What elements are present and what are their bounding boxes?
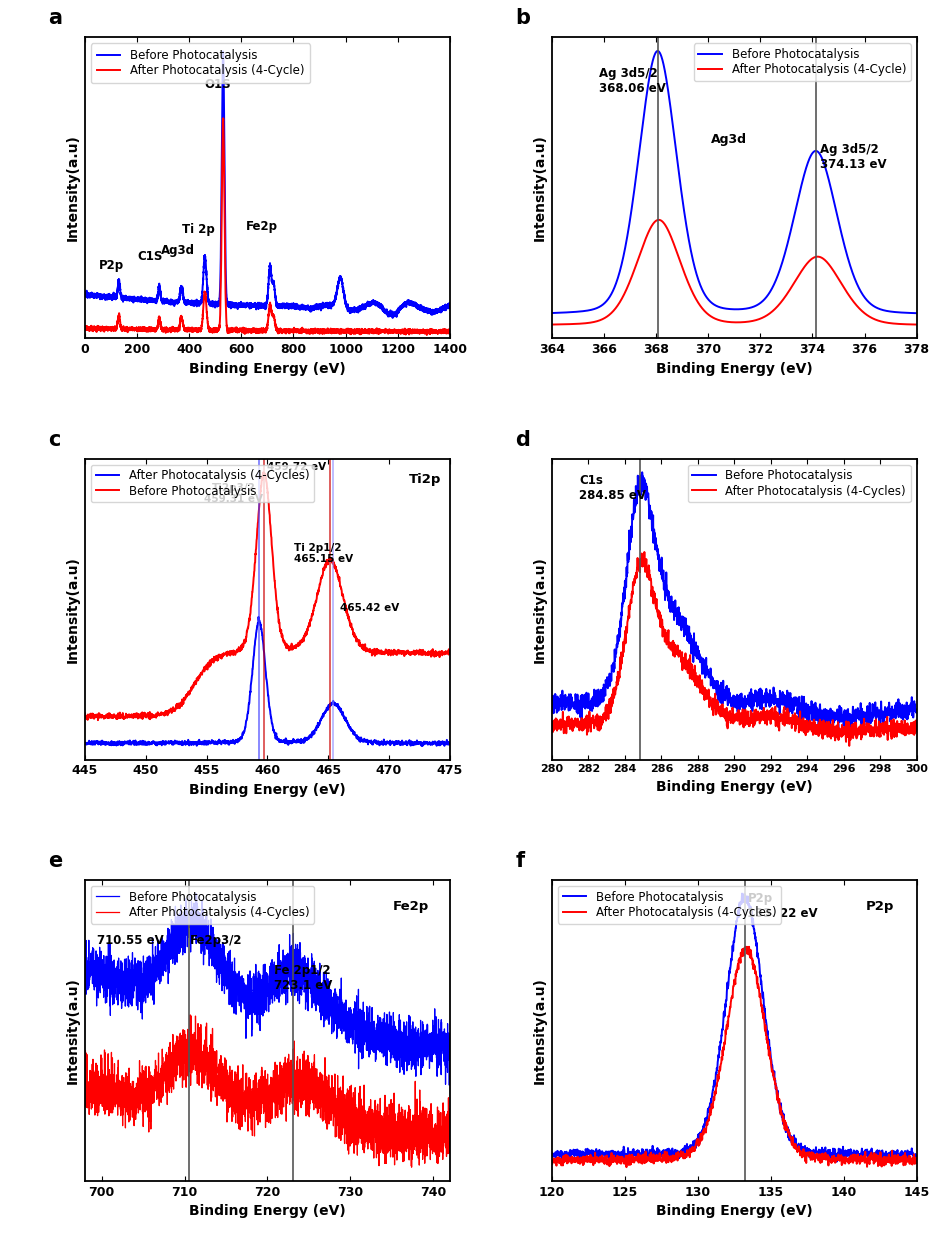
Text: P2p: P2p (98, 259, 124, 272)
Text: 710.55 eV: 710.55 eV (97, 933, 163, 947)
Legend: Before Photocatalysis, After Photocatalysis (4-Cycle): Before Photocatalysis, After Photocataly… (693, 44, 910, 81)
Text: Fe 2p1/2
723.1 eV: Fe 2p1/2 723.1 eV (274, 965, 332, 992)
Text: Fe2p3/2: Fe2p3/2 (190, 933, 243, 947)
Text: Fe2p: Fe2p (246, 220, 278, 232)
Text: Fe2p: Fe2p (393, 900, 429, 914)
Text: f: f (514, 851, 524, 871)
Text: Ag3d: Ag3d (160, 244, 194, 257)
Text: a: a (48, 9, 62, 29)
Text: P2p
133. 22 eV: P2p 133. 22 eV (747, 892, 818, 920)
X-axis label: Binding Energy (eV): Binding Energy (eV) (655, 779, 812, 794)
Text: b: b (514, 9, 530, 29)
Text: Ag 3d5/2
368.06 eV: Ag 3d5/2 368.06 eV (598, 67, 665, 96)
Text: P2p: P2p (865, 900, 893, 914)
Text: Ti2p3/2
459.31 eV: Ti2p3/2 459.31 eV (204, 482, 262, 505)
Text: Ti 2p: Ti 2p (182, 222, 214, 236)
X-axis label: Binding Energy (eV): Binding Energy (eV) (189, 783, 346, 797)
X-axis label: Binding Energy (eV): Binding Energy (eV) (189, 1204, 346, 1218)
Text: Ag 3d5/2
374.13 eV: Ag 3d5/2 374.13 eV (819, 143, 885, 170)
Legend: Before Photocatalysis, After Photocatalysis (4-Cycle): Before Photocatalysis, After Photocataly… (91, 44, 310, 83)
Text: c: c (48, 430, 60, 450)
Text: Ti2p: Ti2p (409, 472, 441, 486)
Text: 465.42 eV: 465.42 eV (340, 603, 399, 613)
Text: O1S: O1S (205, 78, 231, 92)
Y-axis label: Intensity(a.u): Intensity(a.u) (531, 134, 546, 241)
Text: 459.72 eV: 459.72 eV (267, 461, 327, 471)
Text: e: e (48, 851, 62, 871)
X-axis label: Binding Energy (eV): Binding Energy (eV) (189, 362, 346, 375)
Y-axis label: Intensity(a.u): Intensity(a.u) (531, 556, 546, 663)
Legend: Before Photocatalysis, After Photocatalysis (4-Cycles): Before Photocatalysis, After Photocataly… (91, 886, 313, 924)
Legend: Before Photocatalysis, After Photocatalysis (4-Cycles): Before Photocatalysis, After Photocataly… (687, 465, 910, 502)
Text: C1s
284.85 eV: C1s 284.85 eV (579, 474, 646, 502)
Text: Ti 2p1/2
465.15 eV: Ti 2p1/2 465.15 eV (294, 543, 353, 564)
X-axis label: Binding Energy (eV): Binding Energy (eV) (655, 1204, 812, 1218)
Y-axis label: Intensity(a.u): Intensity(a.u) (65, 977, 79, 1084)
Legend: After Photocatalysis (4-Cycles), Before Photocatalysis: After Photocatalysis (4-Cycles), Before … (91, 465, 313, 502)
X-axis label: Binding Energy (eV): Binding Energy (eV) (655, 362, 812, 375)
Text: Ag3d: Ag3d (710, 133, 747, 145)
Y-axis label: Intensity(a.u): Intensity(a.u) (65, 556, 79, 663)
Legend: Before Photocatalysis, After Photocatalysis (4-Cycles): Before Photocatalysis, After Photocataly… (557, 886, 780, 924)
Text: d: d (514, 430, 530, 450)
Y-axis label: Intensity(a.u): Intensity(a.u) (531, 977, 546, 1084)
Text: C1S: C1S (137, 250, 162, 264)
Y-axis label: Intensity(a.u): Intensity(a.u) (65, 134, 79, 241)
